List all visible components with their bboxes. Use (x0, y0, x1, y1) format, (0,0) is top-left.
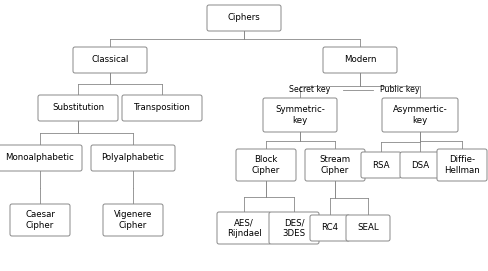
FancyBboxPatch shape (10, 204, 70, 236)
Text: DSA: DSA (411, 160, 429, 169)
Text: Transposition: Transposition (134, 104, 190, 112)
FancyBboxPatch shape (0, 145, 82, 171)
FancyBboxPatch shape (263, 98, 337, 132)
FancyBboxPatch shape (38, 95, 118, 121)
Text: Polyalphabetic: Polyalphabetic (102, 153, 164, 163)
Text: Classical: Classical (91, 56, 129, 64)
Text: RC4: RC4 (322, 224, 339, 233)
Text: AES/
Rijndael: AES/ Rijndael (226, 218, 262, 238)
Text: Asymmertic-
key: Asymmertic- key (393, 105, 447, 125)
FancyBboxPatch shape (382, 98, 458, 132)
FancyBboxPatch shape (346, 215, 390, 241)
Text: Substitution: Substitution (52, 104, 104, 112)
Text: SEAL: SEAL (357, 224, 379, 233)
Text: DES/
3DES: DES/ 3DES (283, 218, 305, 238)
FancyBboxPatch shape (207, 5, 281, 31)
FancyBboxPatch shape (103, 204, 163, 236)
Text: Diffie-
Hellman: Diffie- Hellman (444, 155, 480, 175)
Text: Public key: Public key (380, 85, 420, 95)
Text: Block
Cipher: Block Cipher (252, 155, 280, 175)
Text: RSA: RSA (372, 160, 390, 169)
Text: Caesar
Cipher: Caesar Cipher (25, 210, 55, 230)
Text: Monoalphabetic: Monoalphabetic (6, 153, 74, 163)
FancyBboxPatch shape (437, 149, 487, 181)
Text: Symmetric-
key: Symmetric- key (275, 105, 325, 125)
FancyBboxPatch shape (310, 215, 350, 241)
FancyBboxPatch shape (91, 145, 175, 171)
FancyBboxPatch shape (305, 149, 365, 181)
Text: Stream
Cipher: Stream Cipher (320, 155, 350, 175)
FancyBboxPatch shape (122, 95, 202, 121)
Text: Modern: Modern (344, 56, 376, 64)
FancyBboxPatch shape (217, 212, 271, 244)
Text: Ciphers: Ciphers (227, 14, 261, 22)
FancyBboxPatch shape (400, 152, 440, 178)
FancyBboxPatch shape (236, 149, 296, 181)
FancyBboxPatch shape (361, 152, 401, 178)
Text: Secret key: Secret key (289, 85, 331, 95)
Text: Vigenere
Cipher: Vigenere Cipher (114, 210, 152, 230)
FancyBboxPatch shape (73, 47, 147, 73)
FancyBboxPatch shape (323, 47, 397, 73)
FancyBboxPatch shape (269, 212, 319, 244)
